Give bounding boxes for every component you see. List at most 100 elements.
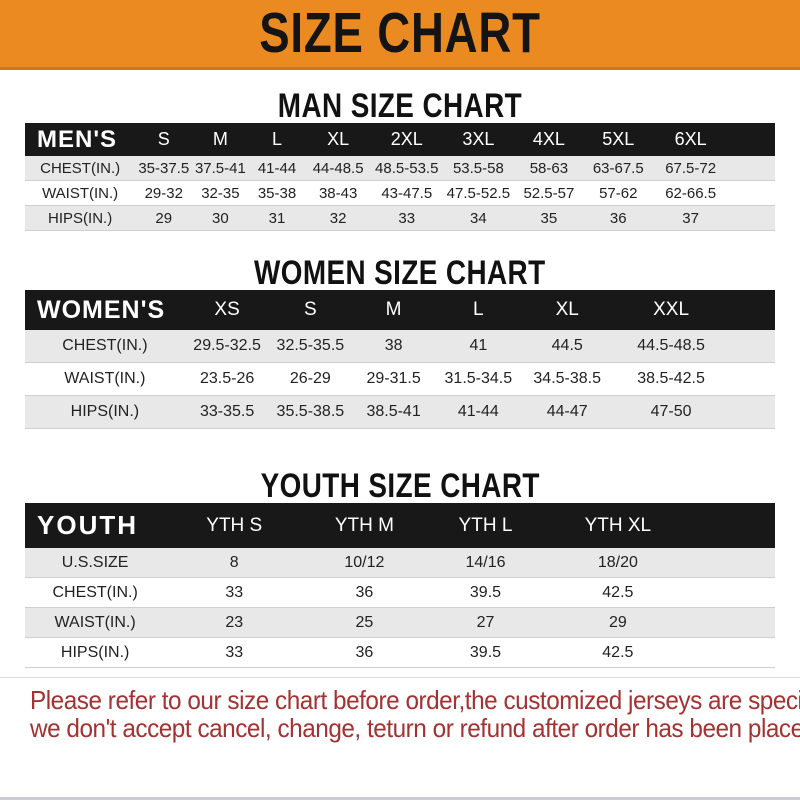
row-label: CHEST(IN.) [25,330,185,363]
row-label: CHEST(IN.) [25,577,166,608]
spacer-cell [728,395,775,429]
men-table-label: MEN'S [25,123,136,156]
size-cell: 34 [442,205,514,231]
row-label: HIPS(IN.) [25,205,136,231]
size-cell: 29-31.5 [351,362,436,396]
notice-line-2: we don't accept cancel, change, teturn o… [30,713,800,743]
youth-header-spacer [690,503,775,548]
size-cell: 23.5-26 [184,362,270,396]
size-cell: 42.5 [545,637,691,668]
size-cell: 27 [425,607,546,638]
size-cell: 23 [165,607,304,638]
men-size-header: 2XL [370,123,443,156]
size-cell: 29 [545,607,691,638]
spacer-cell [690,548,775,578]
men-header-row: MEN'S S M L XL 2XL 3XL 4XL 5XL 6XL [25,123,775,156]
size-cell: 35-38 [248,180,306,206]
size-cell: 36 [583,205,653,231]
men-size-header: 5XL [583,123,653,156]
size-cell: 39.5 [425,577,546,608]
size-cell: 30 [192,205,249,231]
size-cell: 37 [652,205,729,231]
size-cell: 33 [165,577,304,608]
size-cell: 33 [370,205,443,231]
women-chest-row: CHEST(IN.) 29.5-32.5 32.5-35.5 38 41 44.… [25,330,775,363]
row-label: WAIST(IN.) [25,607,166,638]
women-waist-row: WAIST(IN.) 23.5-26 26-29 29-31.5 31.5-34… [25,362,775,396]
men-size-table: MEN'S S M L XL 2XL 3XL 4XL 5XL 6XL CHEST… [25,123,775,231]
women-header-spacer [728,290,775,330]
women-size-header: S [269,290,352,330]
size-cell: 62-66.5 [652,180,729,206]
size-cell: 35.5-38.5 [269,395,352,429]
size-cell: 36 [303,577,426,608]
youth-table-label: YOUTH [25,503,166,548]
youth-header-row: YOUTH YTH S YTH M YTH L YTH XL [25,503,775,548]
men-size-header: L [248,123,306,156]
size-cell: 14/16 [425,548,546,578]
women-header-row: WOMEN'S XS S M L XL XXL [25,290,775,330]
size-cell: 44-48.5 [305,156,371,181]
size-cell: 39.5 [425,637,546,668]
size-cell: 35 [514,205,584,231]
size-cell: 42.5 [545,577,691,608]
spacer-cell [728,205,775,231]
size-cell: 41-44 [248,156,306,181]
size-cell: 41-44 [435,395,521,429]
size-cell: 57-62 [583,180,653,206]
men-size-header: XL [305,123,371,156]
youth-size-table: YOUTH YTH S YTH M YTH L YTH XL U.S.SIZE … [25,503,775,668]
women-hips-row: HIPS(IN.) 33-35.5 35.5-38.5 38.5-41 41-4… [25,395,775,429]
women-table-label: WOMEN'S [25,290,185,330]
size-cell: 32-35 [192,180,249,206]
men-size-header: 4XL [514,123,584,156]
size-cell: 63-67.5 [583,156,653,181]
size-cell: 35-37.5 [135,156,193,181]
banner-title: SIZE CHART [259,1,541,65]
size-cell: 33-35.5 [184,395,270,429]
size-cell: 10/12 [303,548,426,578]
youth-size-header: YTH L [425,503,546,548]
notice-line-1: Please refer to our size chart before or… [30,685,800,715]
spacer-cell [690,637,775,668]
youth-chart-heading: YOUTH SIZE CHART [260,467,540,505]
men-chest-row: CHEST(IN.) 35-37.5 37.5-41 41-44 44-48.5… [25,156,775,181]
women-size-header: XS [184,290,270,330]
size-cell: 29.5-32.5 [184,330,270,363]
women-size-table: WOMEN'S XS S M L XL XXL CHEST(IN.) 29.5-… [25,290,775,429]
size-cell: 32.5-35.5 [269,330,352,363]
youth-waist-row: WAIST(IN.) 23 25 27 29 [25,607,775,638]
size-cell: 44.5 [520,330,614,363]
women-chart-heading: WOMEN SIZE CHART [254,254,546,292]
size-chart-banner: SIZE CHART [0,0,800,70]
size-cell: 25 [303,607,426,638]
bottom-border-strip [0,797,800,800]
men-size-header: 3XL [442,123,514,156]
size-cell: 34.5-38.5 [520,362,614,396]
row-label: WAIST(IN.) [25,180,136,206]
size-cell: 67.5-72 [652,156,729,181]
size-cell: 32 [305,205,371,231]
men-waist-row: WAIST(IN.) 29-32 32-35 35-38 38-43 43-47… [25,180,775,206]
men-chart-heading: MAN SIZE CHART [277,87,523,125]
spacer-cell [728,330,775,363]
row-label: HIPS(IN.) [25,637,166,668]
size-cell: 58-63 [514,156,584,181]
youth-size-header: YTH XL [545,503,691,548]
row-label: U.S.SIZE [25,548,166,578]
youth-hips-row: HIPS(IN.) 33 36 39.5 42.5 [25,637,775,668]
size-cell: 38.5-41 [351,395,436,429]
spacer-cell [690,607,775,638]
size-cell: 47.5-52.5 [442,180,514,206]
order-notice: Please refer to our size chart before or… [0,677,800,742]
spacer-cell [690,577,775,608]
size-cell: 52.5-57 [514,180,584,206]
size-cell: 26-29 [269,362,352,396]
size-cell: 43-47.5 [370,180,443,206]
youth-ussize-row: U.S.SIZE 8 10/12 14/16 18/20 [25,548,775,578]
size-cell: 33 [165,637,304,668]
size-cell: 38 [351,330,436,363]
size-cell: 44.5-48.5 [613,330,729,363]
men-size-header: S [135,123,193,156]
